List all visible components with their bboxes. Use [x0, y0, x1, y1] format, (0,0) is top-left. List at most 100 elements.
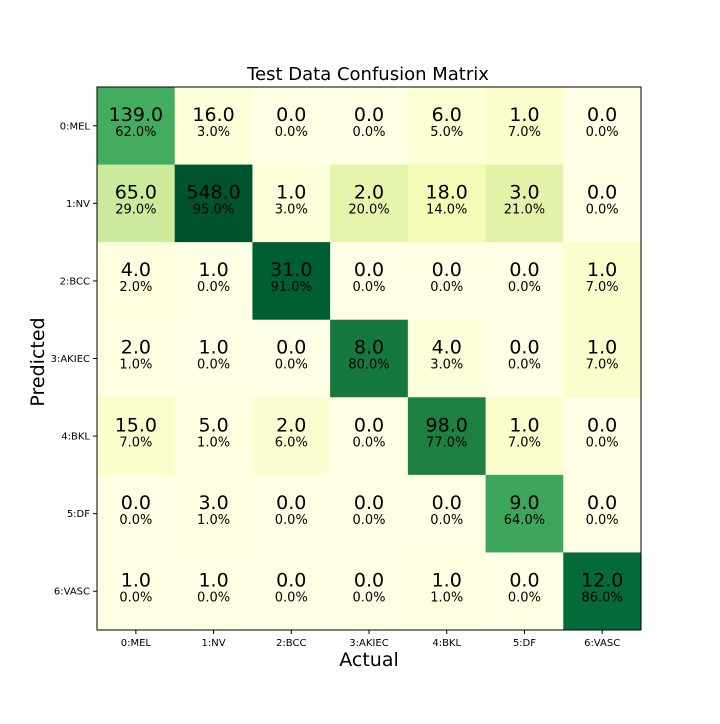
heatmap-cell [252, 319, 331, 398]
x-axis-label: Actual [339, 649, 399, 671]
heatmap-cell [407, 397, 487, 476]
cell-percent-label: 3.0% [197, 125, 230, 140]
heatmap-cell [563, 242, 642, 321]
heatmap-cell [407, 552, 487, 631]
cell-count-label: 0.0 [354, 104, 384, 126]
cell-count-label: 1.0 [587, 337, 617, 359]
cell-count-label: 3.0 [509, 182, 539, 204]
cell-percent-label: 0.0% [197, 280, 230, 295]
y-tick-label: 6:VASC [54, 587, 90, 598]
cell-percent-label: 0.0% [275, 513, 308, 528]
cell-percent-label: 0.0% [352, 513, 385, 528]
cell-count-label: 0.0 [509, 337, 539, 359]
cell-percent-label: 0.0% [586, 203, 619, 218]
heatmap-cell [485, 474, 564, 553]
cell-count-label: 2.0 [121, 337, 151, 359]
cell-percent-label: 1.0% [430, 590, 463, 605]
heatmap-cell [174, 319, 253, 398]
cell-percent-label: 5.0% [430, 125, 463, 140]
cell-percent-label: 0.0% [352, 590, 385, 605]
cell-count-label: 0.0 [121, 492, 151, 514]
y-axis-ticks: 0:MEL 1:NV 2:BCC 3:AKIEC 4:BKL 5:DF 6:VASC [51, 121, 97, 598]
cell-percent-label: 6.0% [275, 435, 308, 450]
heatmap-cell [97, 397, 176, 476]
cell-count-label: 0.0 [354, 259, 384, 281]
heatmap-cell [563, 474, 642, 553]
heatmap-cell [97, 474, 176, 553]
cell-count-label: 1.0 [276, 182, 306, 204]
cell-percent-label: 0.0% [508, 358, 541, 373]
x-tick-label: 6:VASC [584, 638, 620, 649]
heatmap-cell [485, 242, 564, 321]
heatmap-cell [174, 474, 253, 553]
heatmap-cell [330, 397, 409, 476]
cell-percent-label: 7.0% [508, 125, 541, 140]
heatmap-cell [563, 87, 642, 166]
y-tick-label: 3:AKIEC [51, 354, 90, 365]
cell-percent-label: 29.0% [115, 203, 156, 218]
cell-count-label: 5.0 [198, 414, 228, 436]
cell-percent-label: 0.0% [508, 280, 541, 295]
heatmap-cell [485, 552, 564, 631]
cell-percent-label: 0.0% [275, 125, 308, 140]
cell-count-label: 1.0 [509, 104, 539, 126]
heatmap-cell [485, 397, 564, 476]
x-tick-label: 0:MEL [121, 638, 152, 649]
x-tick-label: 1:NV [202, 638, 226, 649]
cell-count-label: 0.0 [587, 182, 617, 204]
cell-percent-label: 1.0% [197, 435, 230, 450]
heatmap-cell [330, 474, 409, 553]
cell-percent-label: 0.0% [430, 280, 463, 295]
cell-count-label: 0.0 [432, 259, 462, 281]
heatmap-cell [485, 164, 564, 243]
x-tick-label: 3:AKIEC [349, 638, 388, 649]
cell-count-label: 98.0 [426, 414, 468, 436]
cell-count-label: 548.0 [186, 182, 240, 204]
heatmap-cell [407, 242, 487, 321]
cell-count-label: 8.0 [354, 337, 384, 359]
heatmap-cell [563, 552, 642, 631]
cell-percent-label: 77.0% [426, 435, 467, 450]
cell-percent-label: 0.0% [352, 435, 385, 450]
cell-percent-label: 14.0% [426, 203, 467, 218]
heatmap-cell [252, 164, 331, 243]
cell-percent-label: 0.0% [352, 280, 385, 295]
cell-count-label: 18.0 [426, 182, 468, 204]
cell-count-label: 0.0 [276, 492, 306, 514]
x-tick-label: 4:BKL [432, 638, 461, 649]
cell-count-label: 4.0 [432, 337, 462, 359]
x-tick-label: 2:BCC [276, 638, 306, 649]
chart-title: Test Data Confusion Matrix [246, 64, 489, 85]
cell-count-label: 139.0 [109, 104, 163, 126]
cell-percent-label: 0.0% [197, 358, 230, 373]
cell-percent-label: 1.0% [119, 358, 152, 373]
cell-count-label: 1.0 [198, 569, 228, 591]
heatmap-cell [563, 164, 642, 243]
cell-count-label: 9.0 [509, 492, 539, 514]
heatmap-cell [330, 242, 409, 321]
x-axis-ticks: 0:MEL 1:NV 2:BCC 3:AKIEC 4:BKL 5:DF 6:VASC [121, 630, 620, 649]
heatmap-cell [174, 397, 253, 476]
heatmap-cell [97, 164, 176, 243]
cell-percent-label: 91.0% [271, 280, 312, 295]
y-tick-label: 2:BCC [60, 276, 90, 287]
cell-percent-label: 80.0% [348, 358, 389, 373]
cell-count-label: 31.0 [270, 259, 312, 281]
heatmap-cell [252, 552, 331, 631]
heatmap-cell [407, 87, 487, 166]
heatmap-cell [97, 242, 176, 321]
heatmap-cell [97, 552, 176, 631]
heatmap-cell [563, 319, 642, 398]
heatmap-cell [252, 87, 331, 166]
heatmap-cell [485, 319, 564, 398]
heatmap-cell [174, 164, 253, 243]
cell-percent-label: 7.0% [586, 280, 619, 295]
cell-percent-label: 0.0% [430, 513, 463, 528]
cell-percent-label: 7.0% [119, 435, 152, 450]
x-tick-label: 5:DF [513, 638, 536, 649]
cell-percent-label: 2.0% [119, 280, 152, 295]
heatmap-cell [407, 474, 487, 553]
cell-count-label: 15.0 [115, 414, 157, 436]
y-tick-label: 5:DF [67, 509, 90, 520]
